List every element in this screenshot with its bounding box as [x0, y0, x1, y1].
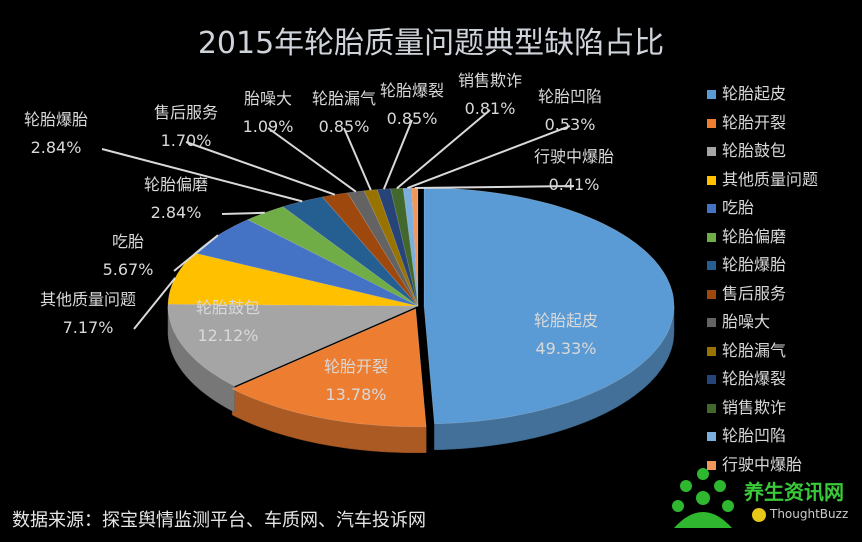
legend-label: 其他质量问题 — [722, 169, 819, 189]
slice-name-label: 轮胎凹陷 — [538, 87, 602, 106]
slice-value-label: 2.84% — [31, 138, 82, 157]
slice-value-label: 1.70% — [161, 131, 212, 150]
leader-line-10 — [343, 127, 372, 191]
legend-swatch — [707, 346, 716, 356]
legend-swatch — [707, 289, 716, 299]
slice-name-label: 轮胎开裂 — [324, 357, 388, 376]
slice-name-label: 轮胎偏磨 — [144, 175, 208, 194]
slice-value-label: 13.78% — [325, 385, 386, 404]
chart-legend: 轮胎起皮轮胎开裂轮胎鼓包其他质量问题 吃胎轮胎偏磨轮胎爆胎售后服务胎噪大轮胎漏气轮… — [700, 80, 860, 479]
legend-swatch — [707, 232, 716, 242]
legend-label: 轮胎漏气 — [722, 340, 787, 360]
legend-item: 销售欺诈 — [700, 394, 860, 423]
legend-label: 销售欺诈 — [722, 397, 787, 417]
pie-slice-2 — [231, 308, 427, 428]
legend-item: 轮胎鼓包 — [700, 137, 860, 166]
legend-item: 轮胎偏磨 — [700, 223, 860, 252]
legend-label: 吃胎 — [722, 198, 755, 217]
slice-value-label: 1.09% — [243, 117, 294, 136]
slice-value-label: 0.41% — [549, 175, 600, 194]
legend-item: 轮胎爆裂 — [700, 365, 860, 394]
legend-label: 轮胎鼓包 — [722, 141, 787, 160]
watermark-logo-icon — [672, 468, 734, 528]
leader-line-6 — [221, 211, 265, 215]
pie-slice-1 — [423, 187, 675, 425]
slice-value-label: 12.12% — [197, 326, 258, 345]
slice-value-label: 0.85% — [319, 117, 370, 136]
thoughtbuzz-icon — [752, 507, 766, 522]
pie-labels: 轮胎起皮 49.33% 轮胎开裂 13.78% 轮胎鼓包 12.12% 其他质量问题 7.17… — [24, 71, 614, 404]
legend-item: 轮胎开裂 — [700, 109, 860, 138]
legend-swatch — [707, 318, 716, 327]
slice-name-label: 吃胎 — [112, 232, 144, 251]
leader-line-9 — [267, 127, 357, 193]
slice-name-label: 售后服务 — [154, 103, 218, 122]
legend-item: 行驶中爆胎 — [700, 451, 860, 480]
slice-name-label: 轮胎爆胎 — [24, 110, 88, 129]
legend-swatch — [707, 147, 716, 156]
legend-swatch — [707, 204, 716, 213]
watermark-sub: ThoughtBuzz — [752, 507, 848, 522]
legend-swatch — [707, 90, 716, 99]
legend-item: 其他质量问题 — [700, 166, 860, 195]
slice-name-label: 其他质量问题 — [40, 290, 136, 309]
legend-item: 胎噪大 — [700, 308, 860, 337]
slice-value-label: 0.81% — [465, 99, 516, 118]
legend-swatch — [707, 432, 716, 441]
slice-value-label: 49.33% — [535, 339, 596, 358]
legend-item: 轮胎起皮 — [700, 80, 860, 109]
pie-slices — [167, 187, 675, 428]
legend-label: 轮胎起皮 — [722, 84, 787, 103]
leader-line-13 — [407, 125, 571, 190]
slice-value-label: 0.53% — [545, 115, 596, 134]
legend-label: 行驶中爆胎 — [722, 454, 803, 474]
legend-swatch — [707, 375, 716, 384]
legend-swatch — [707, 175, 716, 185]
legend-item: 售后服务 — [700, 280, 860, 309]
leader-line-14 — [414, 185, 575, 189]
leader-line-7 — [101, 148, 303, 203]
legend-label: 胎噪大 — [722, 312, 771, 331]
leader-line-8 — [185, 141, 336, 196]
pie-slice-5 — [193, 219, 419, 307]
slice-name-label: 轮胎起皮 — [534, 311, 598, 330]
legend-item: 吃胎 — [700, 194, 860, 223]
legend-swatch — [707, 118, 716, 128]
leader-line-5 — [173, 234, 219, 272]
leader-line-12 — [396, 109, 491, 190]
legend-swatch — [707, 403, 716, 413]
leader-line-11 — [382, 119, 413, 190]
pie-slice-8 — [321, 192, 419, 307]
legend-label: 轮胎开裂 — [722, 112, 787, 132]
slice-value-label: 7.17% — [63, 318, 114, 337]
slice-name-label: 轮胎鼓包 — [196, 298, 260, 317]
legend-item: 轮胎漏气 — [700, 337, 860, 366]
legend-label: 轮胎偏磨 — [722, 226, 787, 246]
leader-line-4 — [133, 277, 176, 330]
watermark-brand: 养生资讯网 — [744, 480, 844, 504]
slice-value-label: 5.67% — [103, 260, 154, 279]
legend-swatch — [707, 460, 716, 470]
legend-label: 轮胎凹陷 — [722, 426, 787, 445]
slice-value-label: 0.85% — [387, 109, 438, 128]
watermark-sub-label: ThoughtBuzz — [770, 507, 849, 521]
pie-slice-3 — [167, 303, 419, 387]
legend-label: 售后服务 — [722, 283, 787, 303]
slice-name-label: 销售欺诈 — [458, 71, 522, 90]
slice-name-label: 轮胎漏气 — [312, 89, 376, 108]
slice-name-label: 轮胎爆裂 — [380, 81, 444, 100]
slice-name-label: 胎噪大 — [244, 89, 292, 108]
legend-item: 轮胎凹陷 — [700, 422, 860, 451]
legend-label: 轮胎爆裂 — [722, 369, 787, 388]
slice-name-label: 行驶中爆胎 — [534, 147, 614, 166]
chart-title: 2015年轮胎质量问题典型缺陷占比 — [197, 26, 665, 61]
legend-item: 轮胎爆胎 — [700, 251, 860, 280]
legend-swatch — [707, 261, 716, 270]
data-source-note: 数据来源：探宝舆情监测平台、车质网、汽车投诉网 — [12, 510, 426, 531]
slice-value-label: 2.84% — [151, 203, 202, 222]
legend-label: 轮胎爆胎 — [722, 255, 787, 274]
